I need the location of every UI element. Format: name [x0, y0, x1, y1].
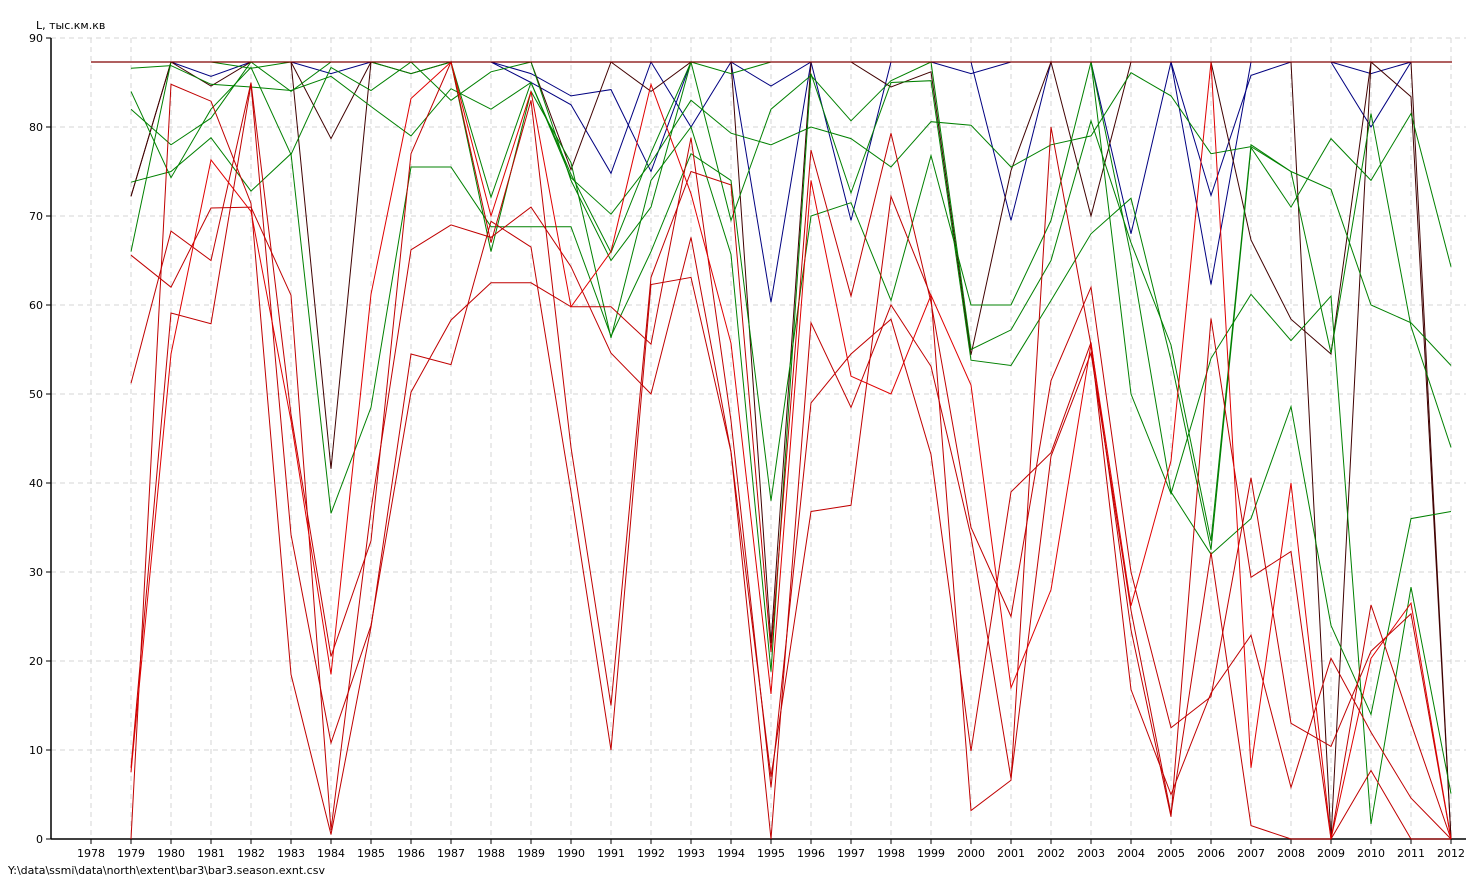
x-tick-label: 2011 — [1397, 847, 1425, 860]
x-tick-label: 2002 — [1037, 847, 1065, 860]
y-tick-label: 10 — [29, 744, 43, 757]
x-tick-label: 2004 — [1117, 847, 1145, 860]
series-group — [130, 60, 1452, 840]
x-ticks: 1978 1979 1980 1981 1982 1983 1984 1985 1986 1987… — [77, 839, 1465, 860]
y-tick-label: 30 — [29, 566, 43, 579]
series-line-1 — [131, 60, 1451, 303]
y-tick-label: 90 — [29, 32, 43, 45]
x-tick-label: 2003 — [1077, 847, 1105, 860]
x-tick-label: 1999 — [917, 847, 945, 860]
x-tick-label: 2009 — [1317, 847, 1345, 860]
x-tick-label: 2006 — [1197, 847, 1225, 860]
y-tick-label: 70 — [29, 210, 43, 223]
series-line-8 — [130, 61, 1452, 717]
series-line-13 — [130, 83, 1451, 840]
series-line-10 — [130, 126, 1452, 840]
x-tick-label: 1990 — [557, 847, 585, 860]
x-tick-label: 2007 — [1237, 847, 1265, 860]
series-line-12 — [130, 84, 1452, 840]
x-tick-label: 1980 — [157, 847, 185, 860]
x-tick-label: 1986 — [397, 847, 425, 860]
y-ticks: 0 10 20 30 40 50 60 70 80 90 — [29, 32, 51, 846]
x-tick-label: 2000 — [957, 847, 985, 860]
x-tick-label: 1979 — [117, 847, 145, 860]
x-tick-label: 1987 — [437, 847, 465, 860]
x-tick-label: 1996 — [797, 847, 825, 860]
x-tick-label: 1993 — [677, 847, 705, 860]
y-tick-label: 0 — [36, 833, 43, 846]
x-tick-label: 1997 — [837, 847, 865, 860]
y-tick-label: 40 — [29, 477, 43, 490]
y-tick-label: 20 — [29, 655, 43, 668]
axes — [50, 38, 1466, 840]
x-tick-label: 1978 — [77, 847, 105, 860]
y-tick-label: 80 — [29, 121, 43, 134]
x-tick-label: 1995 — [757, 847, 785, 860]
x-tick-label: 1985 — [357, 847, 385, 860]
grid — [51, 37, 1466, 839]
x-tick-label: 1983 — [277, 847, 305, 860]
x-tick-label: 1992 — [637, 847, 665, 860]
file-path: Y:\data\ssmi\data\north\extent\bar3\bar3… — [8, 864, 325, 877]
x-tick-label: 1981 — [197, 847, 225, 860]
x-tick-label: 1991 — [597, 847, 625, 860]
y-axis-label: L, тыс.км.кв — [36, 19, 105, 32]
x-tick-label: 1988 — [477, 847, 505, 860]
series-line-3 — [130, 60, 1452, 840]
series-line-2 — [131, 61, 1451, 198]
x-tick-label: 2005 — [1157, 847, 1185, 860]
y-tick-label: 60 — [29, 299, 43, 312]
y-tick-label: 50 — [29, 388, 43, 401]
series-line-4 — [130, 61, 1452, 840]
x-tick-label: 2012 — [1437, 847, 1465, 860]
series-line-6 — [130, 60, 1452, 541]
x-tick-label: 2008 — [1277, 847, 1305, 860]
x-tick-label: 1984 — [317, 847, 345, 860]
x-tick-label: 2001 — [997, 847, 1025, 860]
x-tick-label: 1994 — [717, 847, 745, 860]
x-tick-label: 1989 — [517, 847, 545, 860]
x-tick-label: 2010 — [1357, 847, 1385, 860]
series-line-11 — [130, 60, 1452, 840]
series-line-5 — [130, 65, 1452, 366]
x-tick-label: 1998 — [877, 847, 905, 860]
x-tick-label: 1982 — [237, 847, 265, 860]
series-line-14 — [130, 61, 1452, 840]
